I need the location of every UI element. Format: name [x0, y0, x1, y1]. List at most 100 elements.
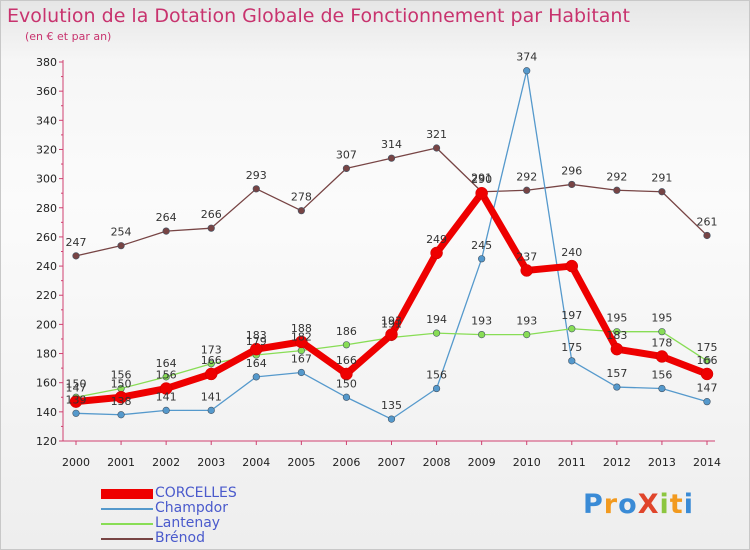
data-label: 164: [156, 357, 177, 370]
data-point: [613, 383, 621, 391]
y-tick-label: 180: [36, 348, 57, 361]
data-point: [475, 186, 488, 200]
data-point: [114, 391, 128, 404]
data-label: 291: [471, 172, 492, 185]
data-label: 321: [426, 128, 447, 141]
legend-label: Brénod: [155, 530, 205, 546]
data-label: 240: [561, 246, 582, 259]
x-tick-label: 2004: [242, 456, 270, 469]
data-point: [523, 186, 531, 194]
y-tick-label: 360: [36, 85, 57, 98]
legend-item: Champdor: [101, 501, 228, 516]
data-label: 264: [156, 211, 177, 224]
data-point: [703, 231, 711, 240]
data-point: [69, 395, 83, 408]
data-label: 166: [336, 354, 357, 367]
data-point: [655, 350, 669, 363]
data-point: [565, 259, 579, 273]
x-tick-label: 2001: [107, 456, 135, 469]
data-label: 164: [246, 357, 267, 370]
data-label: 291: [651, 172, 672, 185]
y-tick-label: 320: [36, 143, 57, 156]
data-point: [478, 330, 486, 339]
data-point: [342, 393, 351, 401]
y-tick-label: 260: [36, 231, 57, 244]
data-label: 173: [201, 344, 222, 357]
legend-item: Brénod: [101, 531, 205, 546]
legend-swatch: [101, 522, 153, 525]
data-point: [207, 224, 215, 232]
data-point: [297, 368, 305, 377]
data-label: 290: [471, 173, 492, 186]
data-label: 175: [697, 341, 718, 354]
data-label: 293: [246, 169, 267, 182]
data-point: [252, 373, 260, 381]
x-tick-label: 2011: [558, 456, 586, 469]
data-label: 141: [201, 390, 222, 403]
data-label: 156: [111, 369, 132, 382]
data-label: 261: [697, 215, 718, 228]
series-line-brénod: [75, 147, 708, 257]
data-label: 266: [201, 208, 222, 221]
data-label: 156: [651, 369, 672, 382]
data-label: 156: [426, 369, 447, 382]
data-label: 167: [291, 352, 312, 365]
data-point: [520, 264, 533, 277]
data-label: 178: [651, 336, 672, 349]
data-label: 237: [516, 250, 537, 263]
data-point: [387, 415, 396, 423]
data-label: 150: [111, 377, 132, 390]
y-tick-label: 120: [36, 435, 57, 448]
data-point: [432, 144, 441, 152]
data-point: [613, 328, 621, 336]
data-point: [432, 329, 441, 337]
data-label: 278: [291, 191, 312, 204]
legend-item: Lantenay: [101, 516, 220, 531]
data-label: 150: [66, 377, 87, 390]
x-tick-label: 2014: [693, 456, 721, 469]
y-tick-label: 160: [36, 377, 57, 390]
x-tick-label: 2006: [332, 456, 360, 469]
data-label: 138: [111, 395, 132, 408]
y-tick-label: 280: [36, 202, 57, 215]
data-label: 193: [471, 315, 492, 328]
y-tick-label: 300: [36, 173, 57, 186]
x-tick-label: 2003: [197, 456, 225, 469]
data-point: [117, 411, 125, 419]
legend-swatch: [101, 488, 153, 499]
proxiti-logo: ProXiti: [583, 489, 694, 520]
data-point: [387, 154, 396, 162]
data-label: 182: [291, 331, 312, 344]
x-tick-label: 2002: [152, 456, 180, 469]
data-label: 183: [606, 329, 627, 342]
data-label: 147: [66, 382, 87, 395]
data-point: [703, 357, 711, 365]
data-point: [159, 382, 173, 395]
data-point: [342, 341, 351, 349]
data-label: 292: [606, 170, 627, 183]
data-point: [658, 188, 666, 196]
data-point: [250, 342, 263, 356]
data-label: 166: [201, 354, 222, 367]
data-label: 296: [561, 164, 582, 177]
data-point: [72, 252, 80, 260]
y-tick-label: 240: [36, 260, 57, 273]
data-point: [613, 186, 621, 194]
legend-label: Lantenay: [155, 515, 221, 531]
y-tick-label: 140: [36, 406, 57, 419]
data-point: [207, 360, 215, 368]
data-point: [432, 384, 441, 393]
x-tick-label: 2013: [648, 456, 676, 469]
x-tick-label: 2000: [62, 456, 90, 469]
data-label: 175: [561, 341, 582, 354]
x-tick-label: 2009: [468, 456, 496, 469]
data-label: 141: [156, 390, 177, 403]
data-label: 374: [516, 51, 537, 64]
data-point: [430, 246, 443, 260]
data-point: [658, 384, 666, 393]
data-point: [703, 398, 711, 406]
data-label: 188: [291, 322, 312, 335]
data-label: 139: [66, 393, 87, 406]
legend-label: Champdor: [155, 500, 228, 516]
